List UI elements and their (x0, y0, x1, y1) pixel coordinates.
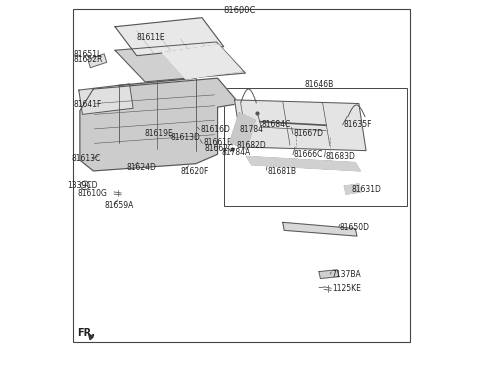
Text: 81641F: 81641F (73, 100, 102, 109)
Polygon shape (115, 18, 224, 56)
Text: 81631D: 81631D (351, 185, 382, 194)
Text: 81611E: 81611E (137, 33, 166, 42)
Text: 81683D: 81683D (325, 152, 355, 161)
Text: 81651L: 81651L (73, 50, 102, 59)
Text: 81667D: 81667D (294, 129, 324, 138)
Text: 81619E: 81619E (144, 130, 173, 138)
Text: 81652R: 81652R (73, 55, 103, 64)
Text: 81682D: 81682D (236, 141, 266, 150)
Polygon shape (319, 270, 339, 278)
Polygon shape (89, 334, 93, 340)
Text: 7137BA: 7137BA (331, 270, 361, 278)
Polygon shape (80, 78, 239, 171)
Polygon shape (344, 184, 361, 194)
Polygon shape (88, 54, 107, 68)
Text: 81684C: 81684C (261, 120, 290, 129)
Text: 81613C: 81613C (72, 154, 101, 163)
Bar (224, 88, 407, 206)
Polygon shape (235, 100, 366, 151)
Polygon shape (283, 222, 357, 236)
Text: 81662C: 81662C (204, 144, 233, 153)
Text: 81600C: 81600C (224, 6, 256, 15)
Text: 81681B: 81681B (267, 167, 296, 176)
Text: 81610G: 81610G (78, 189, 108, 198)
Text: 81620F: 81620F (180, 167, 209, 176)
Text: 1339CD: 1339CD (67, 181, 97, 190)
Text: 81635F: 81635F (343, 120, 372, 129)
Polygon shape (247, 157, 360, 171)
Polygon shape (230, 113, 255, 149)
Text: 81613D: 81613D (170, 133, 200, 142)
Text: 81616D: 81616D (200, 125, 230, 134)
Text: 81624D: 81624D (127, 163, 157, 172)
Text: 81784: 81784 (240, 125, 264, 134)
Text: 81661B: 81661B (203, 138, 232, 147)
Polygon shape (115, 42, 245, 82)
Text: 81666C: 81666C (294, 150, 323, 159)
Polygon shape (162, 45, 242, 79)
Text: 81659A: 81659A (104, 201, 133, 210)
Polygon shape (79, 84, 133, 114)
Text: 81646B: 81646B (304, 80, 334, 89)
Text: 81650D: 81650D (340, 223, 370, 231)
Text: FR.: FR. (77, 328, 95, 338)
Text: 81784A: 81784A (222, 148, 251, 157)
Text: 1125KE: 1125KE (332, 284, 361, 293)
